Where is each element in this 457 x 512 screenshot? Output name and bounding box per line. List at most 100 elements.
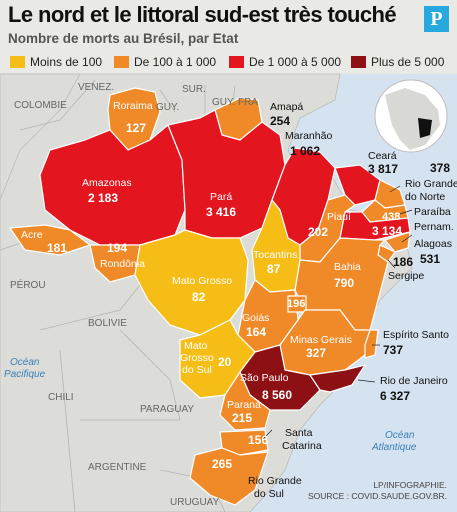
state-value-label: 3 134 (372, 224, 402, 238)
ocean-label: Océan (385, 430, 415, 441)
legend-label: Moins de 100 (30, 55, 103, 69)
country-label: URUGUAY (170, 497, 220, 508)
border-line (159, 89, 176, 113)
state-espirito-santo (364, 329, 379, 359)
leader-line (387, 259, 396, 269)
state-name-label: Acre (21, 229, 43, 241)
state-value-label: 127 (126, 121, 146, 135)
ocean-label: Océan (10, 357, 40, 368)
state-name-label: Rondônia (100, 258, 145, 270)
country-label: SUR. (182, 84, 206, 95)
state-tocantins (251, 199, 301, 293)
state-value-label: 2 183 (88, 191, 118, 205)
legend-swatch (229, 56, 244, 68)
country-label: PÉROU (10, 278, 46, 291)
state-value-label: 531 (420, 252, 440, 266)
legend-item-lt100: Moins de 100 (10, 55, 102, 69)
state-value-label: 254 (270, 114, 290, 128)
country-label: ARGENTINE (88, 462, 147, 473)
legend-item-gt5000: Plus de 5 000 (351, 55, 444, 69)
ocean-label: Pacifique (4, 369, 46, 380)
state-value-label: 181 (47, 241, 67, 255)
page-title: Le nord et le littoral sud-est très touc… (8, 2, 397, 27)
legend-swatch (351, 56, 366, 68)
state-value-label: 3 416 (206, 205, 236, 219)
country-label: GUY. FRA (212, 97, 258, 108)
country-label: CHILI (48, 392, 74, 403)
state-name-label: Espírito Santo (383, 329, 449, 341)
state-name-label: Amazonas (82, 177, 132, 189)
state-santa-catarina (219, 429, 269, 456)
state-value-label: 378 (430, 161, 450, 175)
state-name-label: Rio Grande (405, 178, 457, 190)
state-value-label: 3 817 (368, 162, 398, 176)
state-name-label: Mato Grosso (172, 275, 232, 287)
state-name-label: do Sul (254, 488, 284, 500)
country-label: COLOMBIE (14, 100, 67, 111)
border-line (59, 349, 76, 512)
state-alagoas (384, 231, 411, 253)
leader-line (389, 185, 401, 193)
ocean-label: Atlantique (371, 442, 417, 453)
legend-label: De 1 000 à 5 000 (249, 55, 342, 69)
state-name-label: Pernam. (414, 221, 454, 233)
state-name-label: Rio de Janeiro (380, 375, 448, 387)
state-name-label: Rio Grande (248, 475, 302, 487)
legend: Moins de 100 De 100 à 1 000 De 1 000 à 5… (0, 55, 457, 71)
leader-line (261, 429, 273, 441)
state-name-label: Paraíba (414, 206, 451, 218)
state-value-label: 186 (393, 255, 413, 269)
state-name-label: Sergipe (388, 270, 424, 282)
country-label: GUY. (156, 102, 179, 113)
newspaper-logo: P (424, 6, 449, 32)
legend-label: De 100 à 1 000 (134, 55, 217, 69)
state-name-label: Piauí (327, 211, 351, 223)
country-label: PARAGUAY (140, 404, 194, 415)
state-name-label: Catarina (282, 440, 322, 452)
state-value-label: 6 327 (380, 389, 410, 403)
legend-label: Plus de 5 000 (371, 55, 445, 69)
state-name-label: Roraima (113, 100, 153, 112)
state-value-label: 202 (308, 225, 328, 239)
state-value-label: 737 (383, 343, 403, 357)
state-rio-grande-do-sul (189, 447, 269, 506)
state-value-label: 82 (192, 290, 206, 304)
page-subtitle: Nombre de morts au Brésil, par Etat (8, 31, 239, 46)
state-name-label: Grosso (180, 352, 214, 364)
state-value-label: 20 (218, 355, 232, 369)
leader-line (399, 209, 413, 215)
state-name-label: Mato (184, 340, 208, 352)
state-name-label: Paraná (227, 399, 261, 411)
state-value-label: 1 062 (290, 144, 320, 158)
state-value-label: 194 (107, 241, 127, 255)
state-name-label: Bahia (334, 261, 361, 273)
state-name-label: Amapá (270, 101, 303, 113)
state-value-label: 8 560 (262, 388, 292, 402)
legend-swatch (10, 56, 25, 68)
state-value-label: 790 (334, 276, 354, 290)
state-value-label: 215 (232, 411, 252, 425)
legend-item-100-1000: De 100 à 1 000 (114, 55, 216, 69)
leader-line (357, 379, 376, 383)
country-label: VENEZ. (78, 82, 114, 93)
state-name-label: Goiás (242, 312, 269, 324)
state-name-label: Ceará (368, 150, 397, 162)
border-line (19, 79, 96, 131)
state-value-label: 156 (248, 433, 268, 447)
state-name-label: do Sul (182, 364, 212, 376)
state-parana (219, 371, 271, 431)
state-name-label: Maranhão (285, 130, 332, 142)
legend-item-1000-5000: De 1 000 à 5 000 (229, 55, 341, 69)
state-value-label: 265 (212, 457, 232, 471)
state-rio-de-janeiro (309, 364, 366, 393)
source-line: SOURCE : COVID.SAUDE.GOV.BR. (307, 491, 447, 501)
credit-line: LP/INFOGRAPHIE. (373, 480, 447, 490)
state-value-label: 327 (306, 346, 326, 360)
state-name-label: São Paulo (240, 372, 289, 384)
state-value-label: 164 (246, 325, 266, 339)
state-name-label: do Norte (405, 191, 445, 203)
state-value-label: 87 (267, 262, 281, 276)
state-name-label: Minas Gerais (290, 334, 352, 346)
border-line (39, 284, 141, 331)
